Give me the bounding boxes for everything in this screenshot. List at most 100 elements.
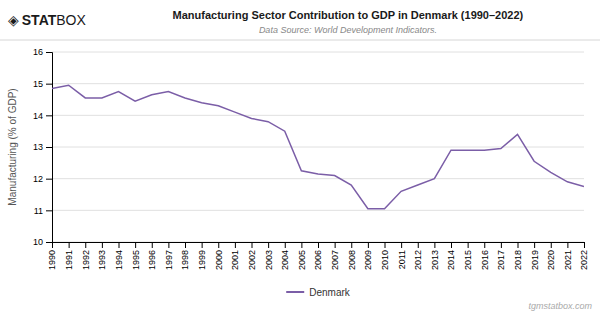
x-tick-mark [351, 242, 352, 248]
y-axis-line [46, 53, 53, 243]
x-tick-mark [318, 242, 319, 248]
x-tick-mark [235, 242, 236, 248]
y-tick-label: 12 [33, 174, 43, 184]
x-tick: 2006 [313, 242, 323, 270]
x-tick: 1992 [81, 242, 91, 270]
x-tick-label: 2002 [247, 250, 257, 270]
x-tick: 2018 [513, 242, 523, 270]
x-tick-mark [102, 242, 103, 248]
x-tick-label: 2018 [513, 250, 523, 270]
x-tick-mark [135, 242, 136, 248]
x-tick-label: 2013 [430, 250, 440, 270]
x-tick: 2011 [397, 242, 407, 269]
logo-icon: ◈ [8, 12, 19, 28]
x-tick-mark [285, 242, 286, 248]
x-tick-mark [451, 242, 452, 248]
x-tick: 1993 [97, 242, 107, 270]
x-tick-label: 2007 [330, 250, 340, 270]
x-tick-mark [301, 242, 302, 248]
x-tick: 2021 [563, 242, 573, 270]
y-axis-title: Manufacturing (% of GDP) [7, 88, 18, 205]
x-tick-mark [218, 242, 219, 248]
y-tick-label: 13 [33, 142, 43, 152]
x-axis: 1990 1991 1992 1993 1994 1995 1996 1997 1998 1999… [47, 242, 589, 270]
x-tick-label: 2015 [463, 250, 473, 270]
x-tick-label: 2006 [313, 250, 323, 270]
y-tick-mark [46, 84, 52, 85]
legend-swatch [286, 291, 304, 293]
x-tick: 2002 [247, 242, 257, 270]
x-tick-mark [567, 242, 568, 248]
y-tick-label: 11 [34, 206, 43, 216]
x-tick: 2001 [230, 242, 240, 270]
x-tick: 2003 [264, 242, 274, 270]
legend-label: Denmark [309, 287, 351, 298]
x-tick-label: 2000 [214, 250, 224, 270]
x-tick-label: 2019 [530, 250, 540, 270]
x-tick: 2010 [380, 242, 390, 270]
grid-line [52, 115, 584, 116]
x-tick: 2019 [530, 242, 540, 270]
x-tick-label: 2016 [480, 250, 490, 270]
x-tick-label: 1991 [64, 250, 74, 270]
x-tick-label: 2011 [397, 250, 407, 269]
x-tick: 1995 [131, 242, 141, 270]
grid-line [52, 83, 584, 84]
title: Manufacturing Sector Contribution to GDP… [173, 9, 524, 21]
x-tick: 2017 [496, 242, 506, 270]
x-tick-label: 1992 [81, 250, 91, 270]
chart: ◈STATBOX Manufacturing Sector Contributio… [0, 0, 600, 314]
legend-item: Denmark [286, 287, 351, 298]
y-tick-mark [46, 115, 52, 116]
x-tick-label: 1998 [180, 250, 190, 270]
logo-text: STAT [22, 12, 57, 28]
x-tick: 2014 [446, 242, 456, 270]
x-tick-mark [268, 242, 269, 248]
x-tick-mark [401, 242, 402, 248]
y-tick: 10 [33, 237, 52, 247]
x-tick: 2004 [280, 242, 290, 270]
x-tick: 2008 [347, 242, 357, 270]
x-tick-label: 1990 [47, 250, 57, 270]
x-tick: 1997 [164, 242, 174, 270]
watermark: tgmstatbox.com [528, 301, 592, 311]
x-tick-label: 2014 [446, 250, 456, 270]
x-tick-mark [119, 242, 120, 248]
series-group [52, 85, 584, 209]
y-tick-label: 14 [33, 111, 43, 121]
logo-text: BOX [56, 12, 86, 28]
x-tick-label: 2021 [563, 250, 573, 270]
x-tick-label: 2012 [413, 250, 423, 270]
x-tick: 2012 [413, 242, 423, 270]
header-separator [0, 40, 600, 41]
y-tick: 14 [33, 111, 52, 121]
x-tick-label: 2022 [579, 250, 589, 270]
subtitle: Data Source: World Development Indicator… [259, 25, 437, 35]
x-tick-label: 2009 [363, 250, 373, 270]
x-tick: 1991 [64, 242, 74, 270]
x-tick: 2007 [330, 242, 340, 270]
x-tick: 2022 [579, 242, 589, 270]
x-tick-mark [368, 242, 369, 248]
y-tick-mark [46, 179, 52, 180]
x-tick-label: 1994 [114, 250, 124, 270]
x-tick-mark [434, 242, 435, 248]
x-tick-label: 2008 [347, 250, 357, 270]
legend: Denmark [286, 287, 351, 298]
x-tick-label: 2020 [546, 250, 556, 270]
x-tick: 2013 [430, 242, 440, 270]
x-tick-label: 1999 [197, 250, 207, 270]
grid-line [52, 178, 584, 179]
x-tick-label: 1996 [147, 250, 157, 270]
x-tick-label: 1993 [97, 250, 107, 270]
x-tick-mark [584, 242, 585, 248]
x-tick-label: 2004 [280, 250, 290, 270]
x-tick-mark [551, 242, 552, 248]
y-tick: 15 [33, 79, 52, 89]
x-tick-mark [518, 242, 519, 248]
x-tick-mark [168, 242, 169, 248]
line [52, 85, 584, 209]
grid-line [52, 52, 584, 53]
x-tick-label: 2017 [496, 250, 506, 270]
x-tick-mark [152, 242, 153, 248]
